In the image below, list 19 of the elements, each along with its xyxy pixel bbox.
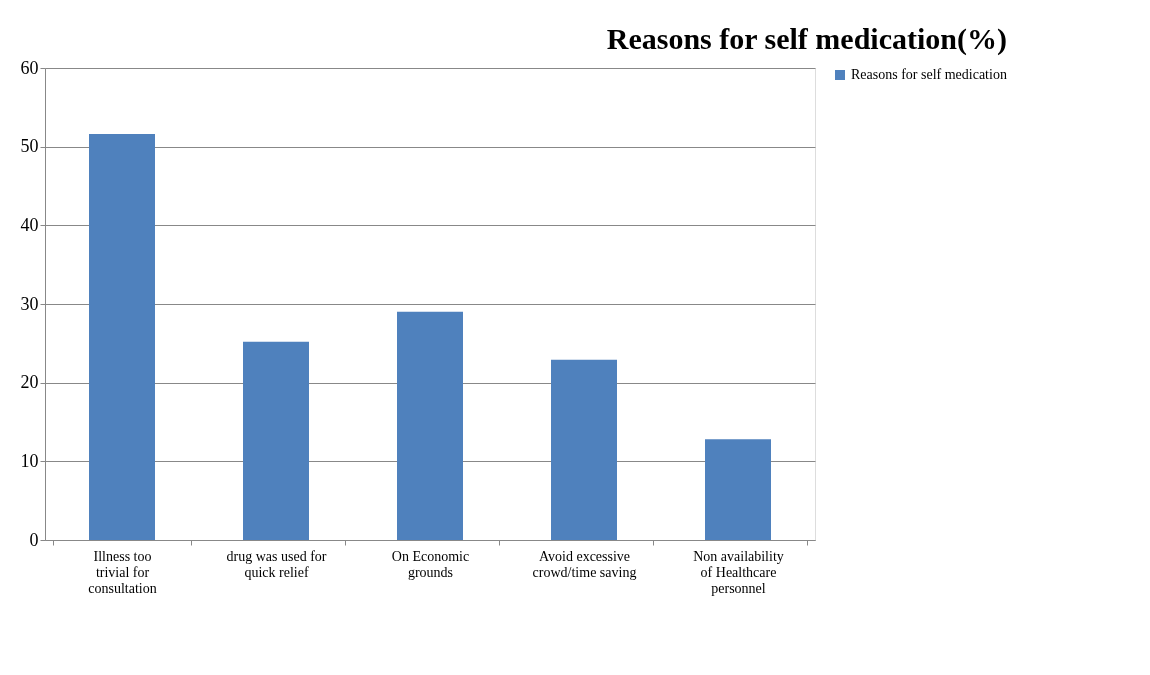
y-tick-label: 10 — [20, 450, 39, 471]
x-tick-label: Avoid excessive crowd/time saving — [532, 548, 637, 580]
bar — [397, 311, 463, 540]
y-tick-label: 20 — [20, 372, 39, 393]
x-tick-label: Illness too trivial for consultation — [88, 548, 157, 596]
bar — [551, 359, 617, 540]
y-tick-label: 30 — [20, 293, 39, 314]
x-tick-label: drug was used for quick relief — [226, 548, 327, 580]
y-tick-label: 40 — [20, 214, 39, 235]
chart-title: Reasons for self medication(%) — [606, 22, 1007, 56]
x-tick-label: On Economic grounds — [391, 548, 470, 580]
bar — [89, 134, 155, 540]
bar — [243, 341, 309, 540]
y-tick-label: 60 — [20, 57, 39, 78]
y-tick-label: 50 — [20, 136, 39, 157]
x-tick-label: Non availability of Healthcare personnel — [693, 548, 784, 596]
y-tick-label: 0 — [29, 529, 39, 550]
bar — [705, 439, 771, 540]
legend-label: Reasons for self medication — [851, 67, 1007, 82]
